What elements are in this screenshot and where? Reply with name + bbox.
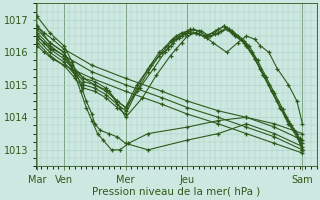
X-axis label: Pression niveau de la mer( hPa ): Pression niveau de la mer( hPa ) — [92, 187, 260, 197]
